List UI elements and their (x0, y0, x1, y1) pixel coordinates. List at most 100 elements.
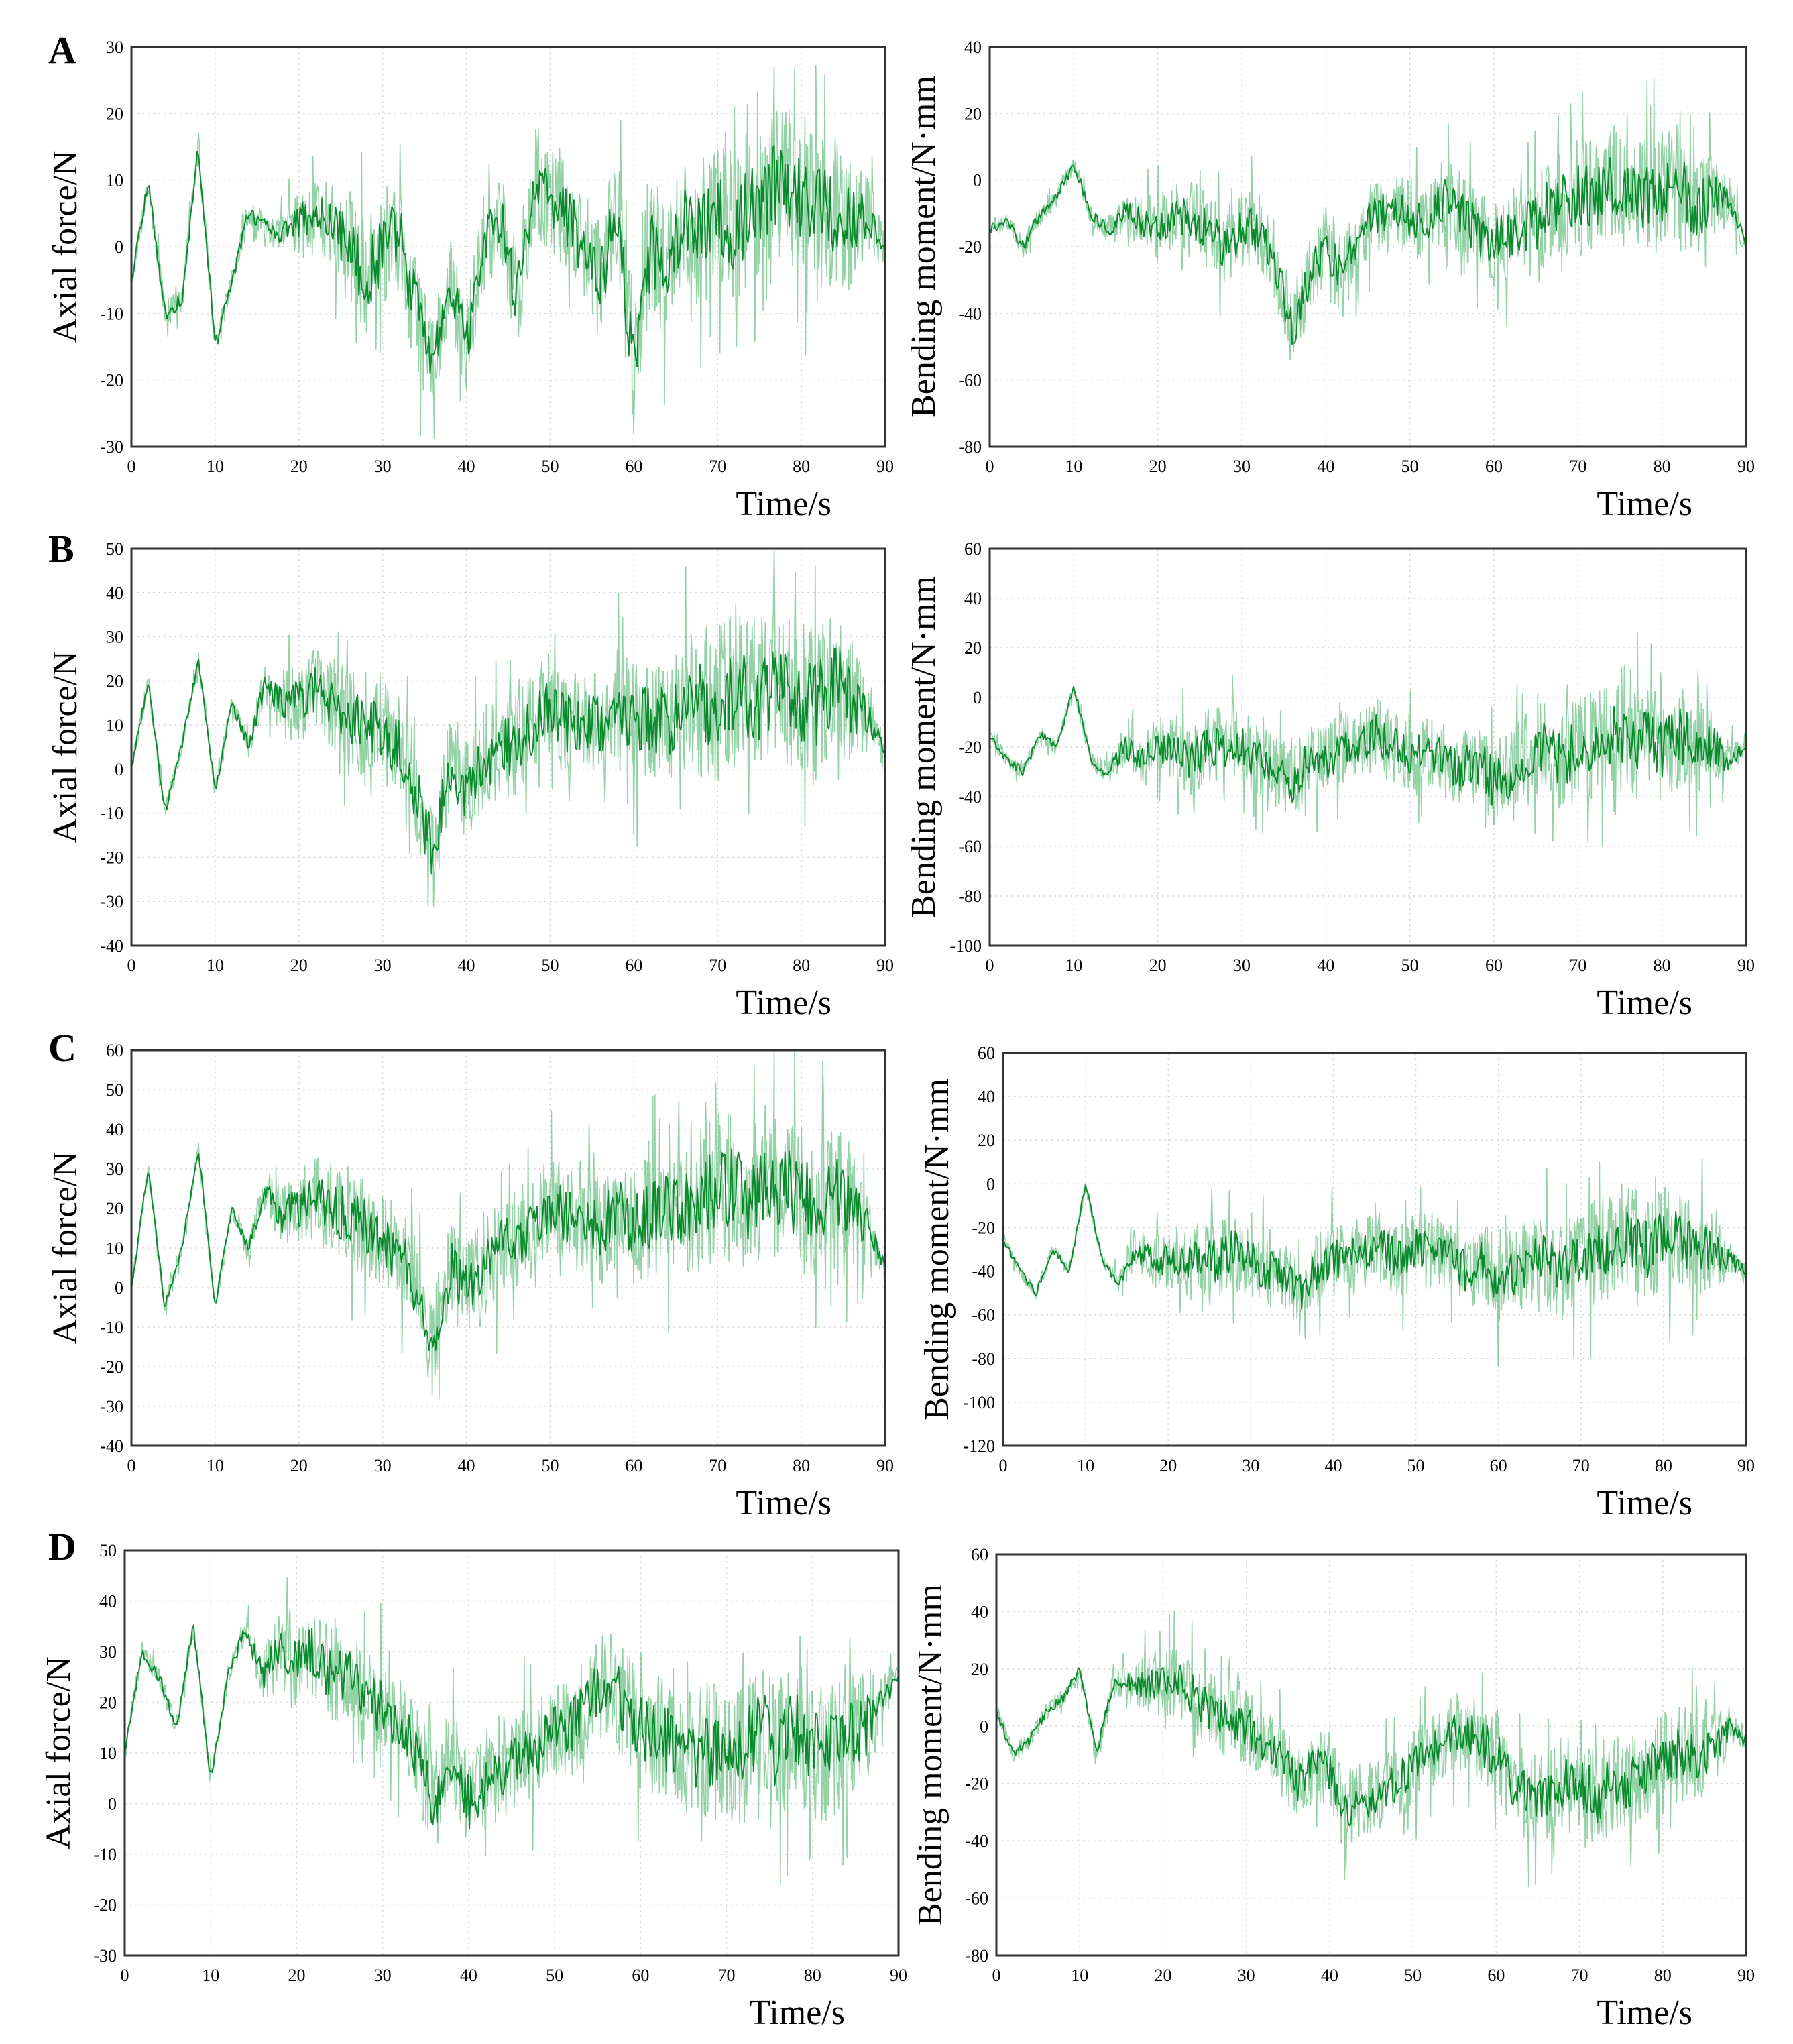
y-tick-label: 40 (964, 589, 982, 608)
y-tick-label: -20 (100, 848, 123, 867)
x-tick-label: 0 (999, 1456, 1008, 1475)
x-tick-label: 30 (1242, 1456, 1259, 1475)
y-tick-label: 50 (99, 1541, 117, 1560)
y-tick-label: 20 (964, 638, 982, 658)
y-tick-label: -80 (965, 1946, 988, 1966)
chart-c-axial: 0 10 20 30 40 50 60 70 80 90 -40 -30 -20 -10 0 10 20 30 40… (46, 1041, 894, 1522)
x-tick-label: 70 (1571, 1966, 1588, 1985)
series-line-dense (124, 1624, 899, 1830)
x-axis-label: Time/s (736, 485, 831, 523)
y-tick-label: -10 (100, 804, 123, 824)
y-axis-label: Axial force/N (46, 1151, 84, 1344)
x-tick-label: 40 (458, 457, 475, 476)
chart-d-bending: 0 10 20 30 40 50 60 70 80 90 -80 -60 -40 -20 0 20 40 60 Ti… (911, 1545, 1755, 2032)
x-tick-label: 70 (1572, 1456, 1590, 1475)
x-tick-label: 30 (1238, 1966, 1255, 1985)
y-tick-label: -10 (100, 1318, 123, 1337)
chart-a-axial: 0 10 20 30 40 50 60 70 80 90 -30 -20 -10 0 10 20 30 Time/… (46, 38, 894, 523)
y-tick-label: 40 (106, 1120, 123, 1139)
x-tick-label: 70 (718, 1966, 736, 1985)
x-tick-label: 90 (876, 956, 894, 975)
y-tick-label: 40 (99, 1592, 117, 1611)
panel-letter-a: A (48, 28, 76, 72)
y-tick-label: -10 (100, 304, 123, 323)
x-tick-label: 40 (1317, 956, 1334, 975)
chart-b-axial: 0 10 20 30 40 50 60 70 80 90 -40 -30 -20 -10 0 10 20 30 40… (46, 539, 894, 1022)
x-tick-label: 40 (458, 1456, 475, 1475)
y-tick-label: -40 (965, 1831, 988, 1851)
series-line (996, 1611, 1747, 1888)
x-tick-label: 50 (1404, 1966, 1422, 1985)
y-tick-label: 40 (971, 1602, 988, 1622)
y-tick-label: -80 (958, 887, 982, 906)
y-axis-label: Bending moment/N·mm (905, 76, 943, 418)
x-tick-label: 40 (1324, 1456, 1342, 1475)
x-tick-label: 0 (986, 457, 994, 476)
y-tick-label: 10 (106, 171, 123, 190)
x-tick-label: 90 (876, 457, 894, 476)
y-tick-label: -60 (965, 1889, 988, 1909)
y-tick-label: -60 (958, 371, 982, 390)
x-tick-label: 0 (121, 1966, 129, 1985)
y-tick-label: 0 (973, 688, 982, 707)
x-tick-label: 30 (1233, 457, 1251, 476)
x-tick-label: 60 (1485, 457, 1503, 476)
y-tick-label: -40 (100, 936, 123, 956)
x-tick-label: 30 (374, 1456, 392, 1475)
x-tick-label: 20 (290, 457, 308, 476)
x-tick-label: 80 (1654, 457, 1671, 476)
y-axis-label: Bending moment/N·mm (905, 576, 943, 918)
y-tick-label: -60 (958, 837, 982, 856)
y-axis-label: Bending moment/N·mm (918, 1078, 956, 1420)
y-tick-label: -20 (100, 371, 123, 390)
x-tick-label: 0 (992, 1966, 1001, 1985)
x-tick-label: 30 (374, 956, 392, 975)
y-tick-label: 0 (115, 1278, 123, 1298)
series-line (989, 78, 1747, 361)
x-tick-label: 10 (1077, 1456, 1094, 1475)
series-line-dense (996, 1664, 1747, 1827)
y-tick-label: -120 (963, 1436, 995, 1456)
y-tick-label: 50 (106, 539, 123, 559)
series-line-dense (131, 647, 886, 875)
x-tick-label: 0 (986, 956, 994, 975)
x-tick-label: 10 (1065, 956, 1082, 975)
y-tick-label: -20 (972, 1218, 995, 1237)
x-tick-label: 30 (374, 1966, 392, 1985)
x-tick-label: 70 (709, 457, 726, 476)
y-tick-label: 20 (106, 671, 123, 691)
x-tick-label: 70 (709, 956, 726, 975)
y-tick-label: -20 (93, 1896, 117, 1915)
x-tick-label: 20 (290, 1456, 308, 1475)
y-tick-label: 60 (964, 539, 982, 559)
y-axis-label: Axial force/N (46, 150, 84, 343)
y-tick-label: -30 (100, 892, 123, 911)
x-tick-label: 50 (541, 956, 559, 975)
x-tick-label: 20 (1154, 1966, 1171, 1985)
y-tick-label: -30 (100, 1397, 123, 1416)
x-axis-label: Time/s (1597, 984, 1692, 1022)
x-tick-label: 70 (1569, 956, 1586, 975)
series-line (1002, 1159, 1747, 1367)
x-tick-label: 50 (1401, 956, 1419, 975)
plot-frame (995, 1553, 1747, 1957)
chart-a-bending: 0 10 20 30 40 50 60 70 80 90 -80 -60 -40 -20 0 20 40 Time… (905, 38, 1755, 523)
x-tick-label: 50 (541, 457, 559, 476)
y-axis-label: Axial force/N (46, 650, 84, 843)
series-line (131, 550, 886, 907)
x-tick-label: 50 (1401, 457, 1419, 476)
x-tick-label: 80 (1655, 1456, 1672, 1475)
series-line (989, 632, 1747, 847)
x-axis-label: Time/s (1597, 1484, 1692, 1522)
series-line-dense (131, 1148, 886, 1351)
x-tick-label: 40 (1317, 457, 1334, 476)
x-tick-label: 0 (127, 1456, 136, 1475)
y-tick-label: 30 (106, 628, 123, 647)
chart-c-bending: 0 10 20 30 40 50 60 70 80 90 -120 -100 -80 -60 -40 -20 0… (918, 1043, 1755, 1522)
x-tick-label: 60 (1485, 956, 1503, 975)
y-tick-label: 0 (115, 237, 123, 257)
x-axis-label: Time/s (736, 1484, 831, 1522)
x-tick-label: 70 (709, 1456, 726, 1475)
plot-frame (130, 46, 886, 448)
y-tick-label: 0 (115, 760, 123, 779)
